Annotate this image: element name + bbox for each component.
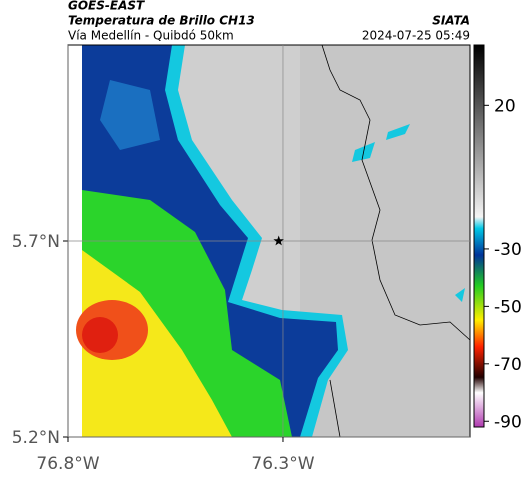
subtitle: Temperatura de Brillo CH13 bbox=[68, 14, 255, 28]
lat-tick-label: 5.7°N bbox=[12, 232, 60, 252]
source: SIATA bbox=[432, 14, 470, 28]
location-marker bbox=[273, 235, 284, 246]
colorbar-tick-label: -90 bbox=[494, 412, 522, 432]
datetime: 2024-07-25 05:49 bbox=[362, 29, 470, 43]
colorbar-tick-label: -70 bbox=[494, 355, 522, 375]
title: GOES-EAST bbox=[68, 0, 145, 13]
axes: 5.7°N 5.2°N 76.8°W 76.3°W 20 -30 -50 -70 -90 bbox=[12, 45, 522, 474]
lon-tick-label: 76.8°W bbox=[36, 454, 99, 474]
region: Vía Medellín - Quibdó 50km bbox=[68, 29, 234, 43]
colorbar-tick-label: 20 bbox=[494, 96, 516, 116]
colorbar-tick-label: -30 bbox=[494, 240, 522, 260]
colorbar bbox=[473, 44, 485, 428]
lon-tick-label: 76.3°W bbox=[251, 454, 314, 474]
colorbar-tick-label: -50 bbox=[494, 297, 522, 317]
lat-tick-label: 5.2°N bbox=[12, 428, 60, 448]
